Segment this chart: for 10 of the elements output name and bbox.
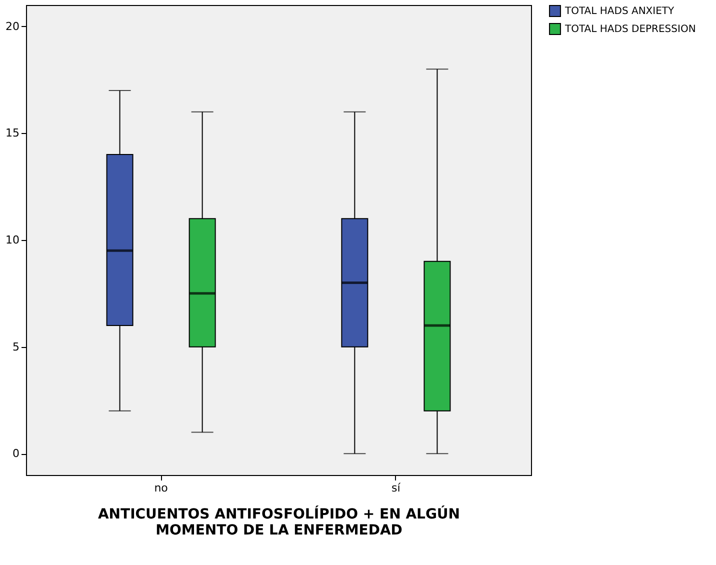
y-tick-label: 20: [6, 20, 20, 33]
legend-label: TOTAL HADS ANXIETY: [564, 6, 676, 17]
y-tick-label: 0: [12, 447, 20, 460]
x-axis-title: ANTICUENTOS ANTIFOSFOLÍPIDO + EN ALGÚN MOMENTO DE LA ENFERMEDAD: [98, 506, 460, 538]
y-tick-label: 5: [12, 340, 20, 354]
y-tick-label: 10: [6, 234, 20, 246]
x-tick-label: sí: [392, 482, 402, 494]
legend-label: TOTAL HADS DEPRESSION: [564, 24, 696, 35]
x-tick-label: no: [154, 482, 168, 494]
y-tick-label: 15: [6, 126, 20, 140]
